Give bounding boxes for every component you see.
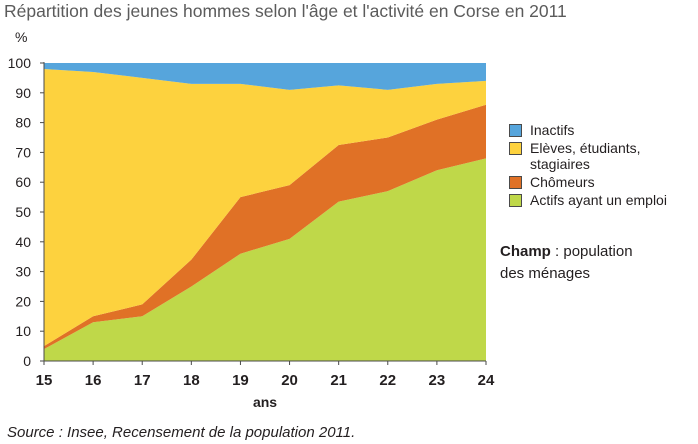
scope-note-line1: Champ : population: [500, 241, 633, 263]
legend-label: Inactifs: [530, 122, 575, 138]
scope-note-label: Champ: [500, 243, 551, 260]
y-tick-label: 40: [15, 234, 31, 250]
legend-swatch: [509, 124, 522, 137]
source-note: Source : Insee, Recensement de la popula…: [7, 424, 356, 441]
x-tick-label: 18: [183, 372, 200, 389]
y-tick-label: 60: [15, 174, 31, 190]
legend-label: Elèves, étudiants, stagiaires: [530, 140, 641, 172]
y-axis-label: %: [15, 29, 27, 45]
chart-title: Répartition des jeunes hommes selon l'âg…: [4, 1, 567, 21]
scope-note: Champ : population des ménages: [500, 241, 633, 285]
legend-item-actifs-ayant-un-emploi: Actifs ayant un emploi: [509, 192, 698, 208]
legend-swatch: [509, 176, 522, 189]
x-tick-label: 17: [134, 372, 151, 389]
y-tick-label: 90: [15, 85, 31, 101]
legend-label: Chômeurs: [530, 174, 595, 190]
y-tick-label: 80: [15, 115, 31, 131]
x-tick-label: 23: [429, 372, 446, 389]
x-tick-label: 21: [330, 372, 347, 389]
area-chomeurs: [44, 104, 486, 350]
legend-label: Actifs ayant un emploi: [530, 192, 667, 208]
y-tick-label: 20: [15, 293, 31, 309]
x-tick-label: 24: [478, 372, 495, 389]
y-tick-label: 50: [15, 204, 31, 220]
y-tick-label: 100: [8, 55, 32, 71]
scope-note-line2: des ménages: [500, 265, 591, 282]
legend-item-inactifs: Inactifs: [509, 122, 698, 138]
scope-note-text: : population: [550, 243, 633, 260]
chart-legend: Inactifs Elèves, étudiants, stagiaires Chô…: [509, 122, 698, 210]
legend-swatch: [509, 194, 522, 207]
area-eleves-etudiants-stagiaires: [44, 68, 486, 347]
y-tick-label: 70: [15, 144, 31, 160]
y-tick-label: 0: [23, 353, 31, 369]
x-axis-label: ans: [253, 394, 277, 410]
legend-item-eleves-etudiants-stagiaires: Elèves, étudiants, stagiaires: [509, 140, 698, 172]
legend-item-chomeurs: Chômeurs: [509, 174, 698, 190]
y-tick-label: 10: [15, 323, 31, 339]
area-inactifs: [44, 63, 486, 90]
x-tick-label: 22: [379, 372, 396, 389]
y-tick-label: 30: [15, 264, 31, 280]
x-tick-label: 20: [281, 372, 298, 389]
area-actifs-ayant-un-emploi: [44, 158, 486, 361]
x-tick-label: 15: [36, 372, 53, 389]
legend-swatch: [509, 142, 522, 155]
x-tick-label: 19: [232, 372, 249, 389]
x-tick-label: 16: [85, 372, 102, 389]
